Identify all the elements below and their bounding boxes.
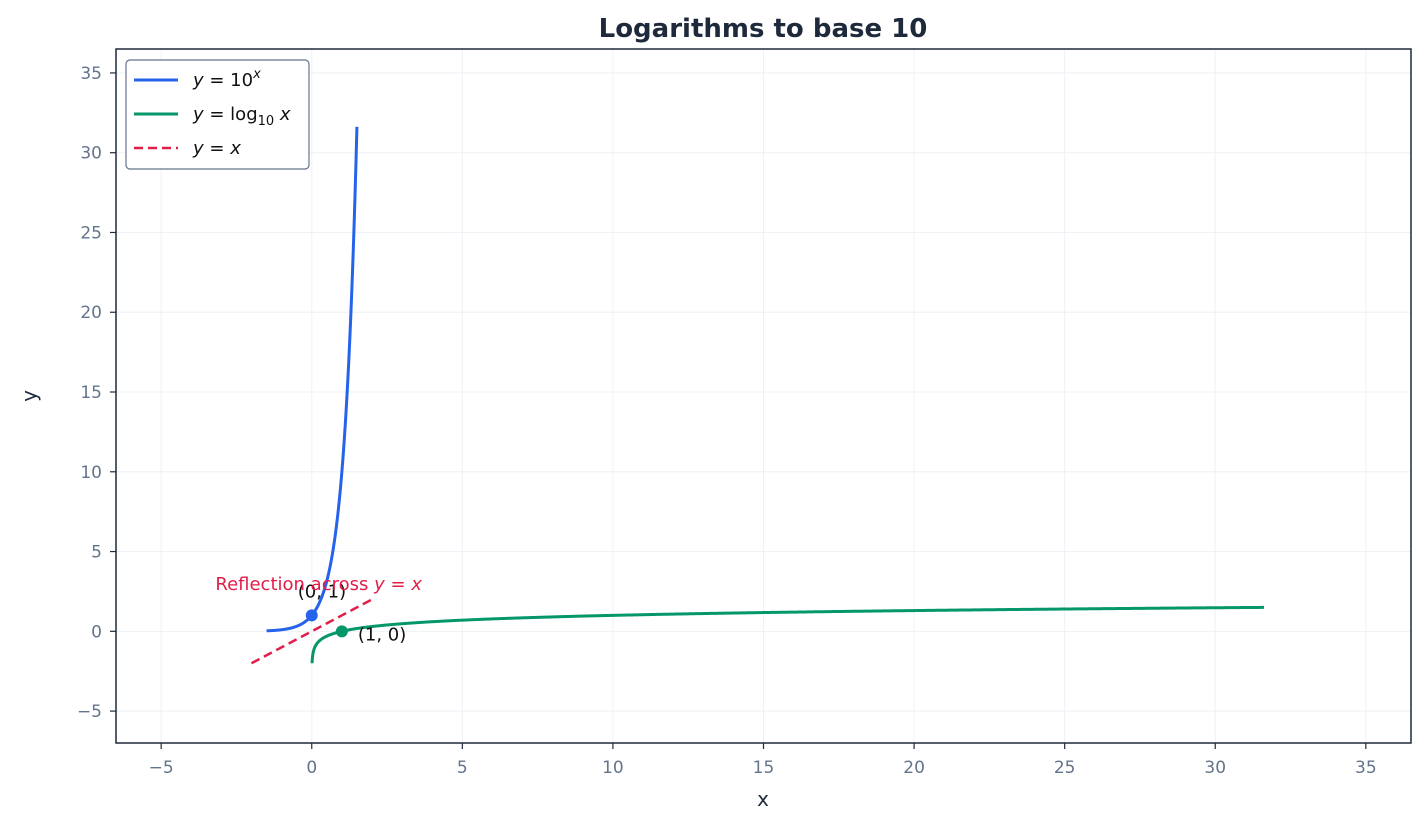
legend-label-2: y = x	[192, 138, 241, 159]
y-tick-label: 25	[80, 223, 102, 243]
annotation-0: Reflection across y = x	[215, 574, 422, 595]
legend-label-part: y	[192, 70, 204, 91]
plot-area: (1, 0) (0, 1)Reflection across y = x	[215, 126, 1265, 665]
legend-label-part: = log	[204, 104, 258, 125]
annotation-part: y	[373, 574, 385, 595]
x-tick-label: 30	[1204, 758, 1226, 778]
y-tick-label: 30	[80, 144, 102, 164]
y-tick-label: 0	[91, 622, 102, 642]
legend-label-part: x	[252, 67, 261, 82]
y-axis-label: y	[17, 390, 41, 402]
legend-label-part: = 10	[204, 70, 253, 91]
x-tick-label: 20	[903, 758, 925, 778]
legend-label-part: y	[192, 104, 204, 125]
x-tick-label: 5	[457, 758, 468, 778]
y-tick-label: 35	[80, 64, 102, 84]
legend-label-part: x	[229, 138, 241, 159]
x-tick-label: 35	[1355, 758, 1377, 778]
legend-label-1: y = log10 x	[192, 104, 291, 129]
legend-box	[125, 59, 310, 170]
x-axis-label: x	[757, 787, 769, 811]
chart-title: Logarithms to base 10	[599, 14, 928, 44]
legend-label-part: =	[204, 138, 231, 159]
marker-point-1	[305, 609, 318, 622]
y-tick-label: 5	[91, 543, 102, 563]
x-tick-label: 25	[1054, 758, 1076, 778]
legend-label-part: 10	[258, 114, 275, 129]
x-tick-label: −5	[149, 758, 174, 778]
annotation-part: Reflection across	[215, 574, 374, 595]
grid-lines	[116, 49, 1411, 743]
marker-point-0	[335, 625, 348, 638]
y-tick-label: −5	[77, 702, 102, 722]
x-tick-label: 15	[753, 758, 775, 778]
axis-ticks: −5 0 5 10 15 20 25 30 35 −5 0 5 10 15 20 25 30 35	[77, 64, 1377, 778]
annotation-part: x	[410, 574, 422, 595]
annotation-part: =	[385, 574, 412, 595]
legend-label-part: x	[274, 104, 291, 125]
legend-label-part: y	[192, 138, 204, 159]
point-label-1: (0, 1)	[298, 581, 346, 602]
x-tick-label: 10	[602, 758, 624, 778]
x-tick-label: 0	[306, 758, 317, 778]
y-tick-label: 15	[80, 383, 102, 403]
point-label-0: (1, 0)	[358, 624, 406, 645]
y-tick-label: 10	[80, 463, 102, 483]
legend-label-0: y = 10x	[192, 67, 261, 91]
y-tick-label: 20	[80, 303, 102, 323]
series-line-2	[250, 598, 374, 665]
